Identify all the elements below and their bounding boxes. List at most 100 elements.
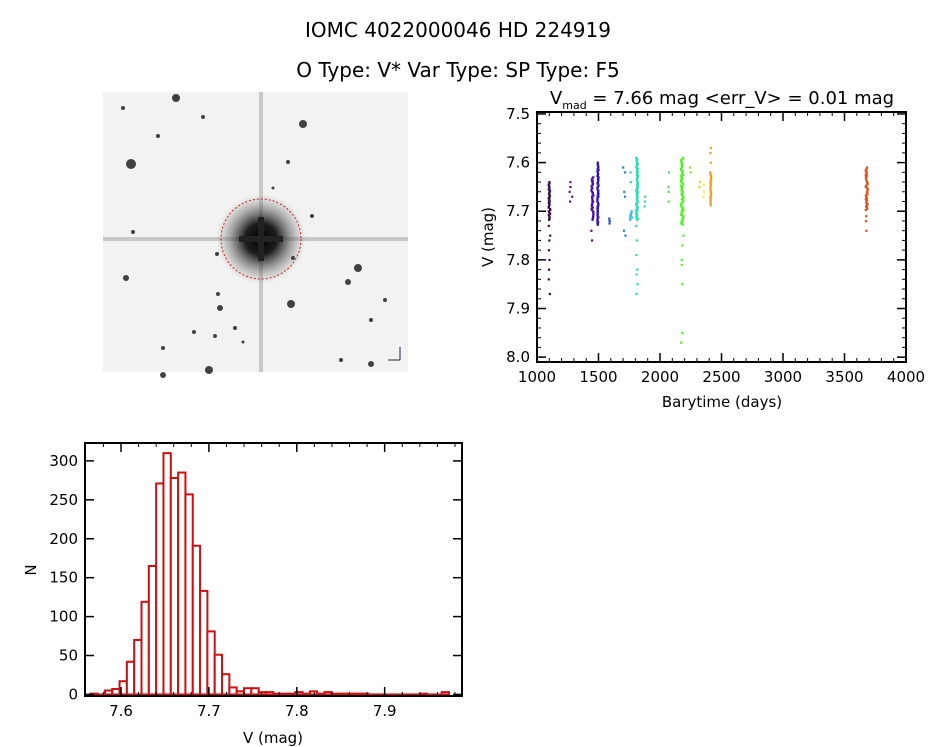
data-point: [629, 212, 632, 215]
data-point: [709, 195, 712, 198]
data-point: [591, 216, 595, 219]
data-point: [629, 215, 632, 218]
histogram-bar: [330, 692, 341, 696]
data-point: [866, 190, 869, 193]
data-point: [635, 213, 639, 217]
histogram-bar: [440, 691, 450, 696]
data-point: [865, 167, 868, 170]
data-point: [597, 184, 600, 187]
data-point: [680, 198, 684, 201]
data-point: [548, 198, 551, 201]
data-point: [596, 205, 599, 208]
data-point: [864, 168, 868, 172]
data-point: [682, 209, 685, 212]
histogram-bar: [184, 493, 194, 696]
data-point: [680, 176, 684, 179]
data-point: [667, 200, 670, 203]
data-point: [596, 209, 599, 212]
data-point: [636, 182, 639, 185]
data-point: [702, 190, 706, 193]
data-point: [597, 216, 600, 219]
data-point: [596, 198, 599, 201]
histogram-bar: [374, 693, 385, 696]
field-star: [172, 94, 180, 102]
data-point: [680, 174, 683, 178]
data-point: [590, 188, 593, 191]
histogram-bar: [177, 471, 187, 696]
y-tick-label: 200: [49, 530, 78, 548]
data-point: [629, 171, 632, 174]
data-point: [634, 216, 638, 219]
histogram-bar: [433, 693, 443, 696]
data-point: [591, 187, 594, 190]
histogram-bar: [162, 452, 172, 696]
data-point: [864, 185, 867, 189]
data-point: [864, 194, 867, 197]
data-point: [547, 278, 550, 281]
data-point: [679, 168, 683, 172]
data-point: [597, 168, 600, 172]
data-point: [680, 189, 683, 192]
data-point: [681, 185, 684, 189]
data-point: [634, 156, 638, 159]
histogram-plot: V (mag) N 7.6 7.7 7.8 7.9 0 50 100 150 200 250 300: [22, 442, 463, 747]
data-point: [596, 207, 599, 210]
data-point: [709, 184, 712, 187]
data-point: [681, 165, 684, 168]
data-point: [865, 201, 868, 204]
x-tick-label: 3000: [764, 368, 802, 386]
data-point: [635, 161, 639, 164]
data-point: [709, 176, 713, 179]
data-point: [596, 182, 599, 185]
data-point: [590, 185, 593, 189]
data-point: [590, 195, 594, 198]
data-point: [548, 268, 551, 271]
data-point: [635, 204, 638, 207]
data-point: [681, 217, 685, 220]
data-point: [865, 195, 868, 198]
data-point: [710, 179, 713, 183]
data-point: [596, 223, 599, 226]
data-point: [865, 179, 868, 183]
data-point: [592, 213, 595, 217]
data-point: [591, 202, 594, 206]
data-point: [865, 191, 868, 195]
data-point: [710, 177, 713, 180]
data-point: [592, 211, 595, 214]
data-point: [596, 218, 599, 221]
data-point: [591, 183, 594, 186]
field-star: [126, 159, 136, 169]
histogram-bar: [316, 692, 326, 696]
data-point: [688, 166, 692, 169]
data-point: [591, 198, 594, 201]
field-star: [123, 275, 129, 281]
data-point: [709, 185, 712, 189]
data-point: [709, 200, 712, 203]
histogram-bar: [301, 692, 311, 696]
data-point: [636, 162, 639, 165]
data-point: [548, 182, 551, 185]
data-point: [596, 201, 600, 204]
data-point: [680, 205, 683, 208]
data-point: [635, 170, 639, 173]
data-point: [623, 190, 626, 193]
data-point: [548, 215, 551, 218]
data-point: [635, 199, 638, 202]
data-point: [864, 170, 867, 173]
data-point: [680, 222, 683, 225]
data-point: [680, 263, 683, 266]
histogram-bar: [213, 653, 224, 696]
data-point: [680, 219, 683, 223]
data-point: [681, 216, 684, 219]
data-point: [548, 190, 551, 193]
data-point: [547, 206, 550, 209]
data-point: [622, 229, 626, 232]
data-point: [679, 179, 683, 183]
data-point: [681, 223, 684, 226]
data-point: [596, 211, 599, 214]
data-point: [643, 205, 646, 208]
data-point: [681, 283, 684, 286]
histogram-bar: [191, 544, 202, 696]
light-curve-title: Vmad = 7.66 mag <err_V> = 0.01 mag: [550, 88, 894, 112]
plot-frame: [536, 111, 907, 363]
